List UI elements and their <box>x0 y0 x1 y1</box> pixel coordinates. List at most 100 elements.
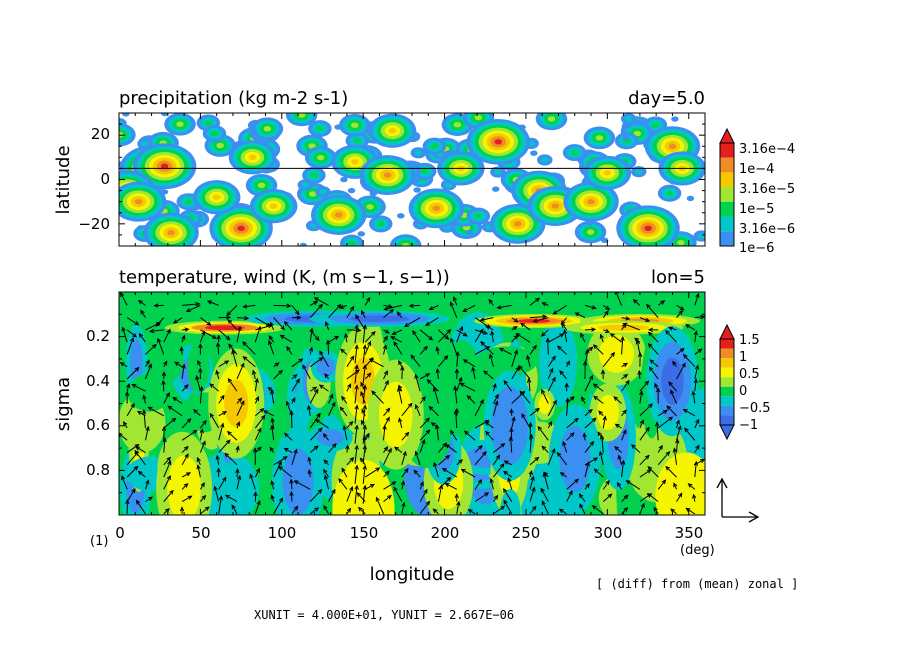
temp-contour-blob <box>559 426 591 493</box>
precip-colorbar-segment <box>720 231 734 246</box>
wind-vector <box>291 506 298 515</box>
wind-vector <box>243 304 256 308</box>
wind-vector <box>236 317 249 319</box>
wind-vector <box>579 493 586 502</box>
temp-contour-blob <box>224 379 249 428</box>
wind-vector <box>126 403 135 417</box>
wind-vector <box>463 359 476 368</box>
precip-contour-blob <box>184 198 193 205</box>
wind-vector <box>120 362 128 368</box>
precip-contour-blob <box>600 237 609 244</box>
precip-contour-blob <box>570 149 579 156</box>
wind-vector <box>227 431 238 441</box>
wind-vector <box>553 304 567 315</box>
wind-vector <box>273 370 283 380</box>
precip-contour-blob <box>633 130 642 137</box>
wind-vector <box>472 367 476 380</box>
precip-contour-blob <box>160 163 169 169</box>
wind-vector <box>623 323 641 331</box>
wind-vector <box>456 377 462 392</box>
wind-vector <box>692 391 696 404</box>
wind-vector <box>511 417 515 429</box>
wind-vector <box>594 468 604 478</box>
wind-vector <box>474 492 489 503</box>
wind-vector <box>150 329 164 332</box>
lon-tick-300: 300 <box>594 524 623 542</box>
wind-vector <box>314 297 329 306</box>
wind-vector <box>155 317 165 327</box>
wind-vector <box>694 293 699 306</box>
wind-vector <box>529 487 535 502</box>
precip-colorbar-segment <box>720 172 734 188</box>
wind-vector <box>492 394 499 404</box>
wind-vector <box>254 378 258 392</box>
wind-vector <box>657 409 668 417</box>
wind-vector <box>145 344 157 355</box>
wind-vector <box>216 370 220 380</box>
wind-vector <box>217 343 220 355</box>
wind-vector <box>639 427 650 441</box>
wind-vector <box>584 417 597 429</box>
wind-vector <box>584 441 594 453</box>
wind-vector <box>362 345 366 364</box>
wind-vector <box>511 366 520 380</box>
wind-vector <box>474 420 490 429</box>
wind-vector <box>547 448 556 466</box>
wind-vector <box>328 443 337 453</box>
wind-vector <box>123 421 128 429</box>
wind-vector <box>345 333 348 343</box>
wind-vector <box>148 406 165 417</box>
precip-contour-blob <box>494 139 503 145</box>
precip-contour-blob <box>474 114 483 121</box>
wind-vector <box>144 364 152 380</box>
wind-vector <box>529 457 539 466</box>
wind-vector <box>371 390 384 404</box>
wind-vector <box>327 340 330 355</box>
temp-lon-label: lon=5 <box>651 267 705 288</box>
wind-vector <box>271 481 275 490</box>
wind-vector <box>383 345 387 355</box>
wind-vector <box>639 391 643 404</box>
wind-vector <box>615 292 623 306</box>
wind-vector <box>119 433 128 441</box>
wind-vector <box>584 328 596 331</box>
wind-vector <box>419 481 424 490</box>
wind-vector <box>566 490 573 502</box>
wind-vector <box>263 410 274 417</box>
wind-vector <box>273 461 282 478</box>
wind-vector <box>181 483 188 490</box>
wind-vector <box>341 396 348 404</box>
wind-vector <box>218 496 222 514</box>
precip-contour-blob <box>308 191 317 197</box>
precip-contour-blob <box>210 130 219 137</box>
wind-vector <box>319 351 330 367</box>
wind-vector <box>503 488 513 502</box>
wind-vector <box>284 321 293 331</box>
precip-ticks <box>118 112 706 247</box>
wind-vector <box>227 319 238 331</box>
wind-vector <box>693 494 696 502</box>
precip-contour-blob <box>465 229 473 236</box>
wind-vector <box>200 329 217 339</box>
wind-vector <box>309 389 319 404</box>
wind-vector <box>218 439 231 453</box>
wind-vector <box>601 435 604 453</box>
wind-vector <box>346 369 360 380</box>
wind-vector <box>510 437 513 453</box>
wind-vector <box>163 392 170 404</box>
wind-vector <box>126 466 138 478</box>
precip-contour-blob <box>366 204 374 210</box>
wind-vector <box>163 460 171 478</box>
wind-vector <box>504 460 512 466</box>
precip-ytick-minus20: −20 <box>78 215 110 233</box>
wind-vector <box>309 445 319 453</box>
wind-vector <box>181 454 189 466</box>
wind-vector <box>354 385 358 404</box>
wind-vector <box>665 330 677 343</box>
wind-vector <box>668 381 677 392</box>
precip-contour-blob <box>587 198 595 205</box>
wind-vector <box>346 486 353 502</box>
wind-vector <box>361 310 366 318</box>
temp-contour-blob <box>598 334 634 373</box>
